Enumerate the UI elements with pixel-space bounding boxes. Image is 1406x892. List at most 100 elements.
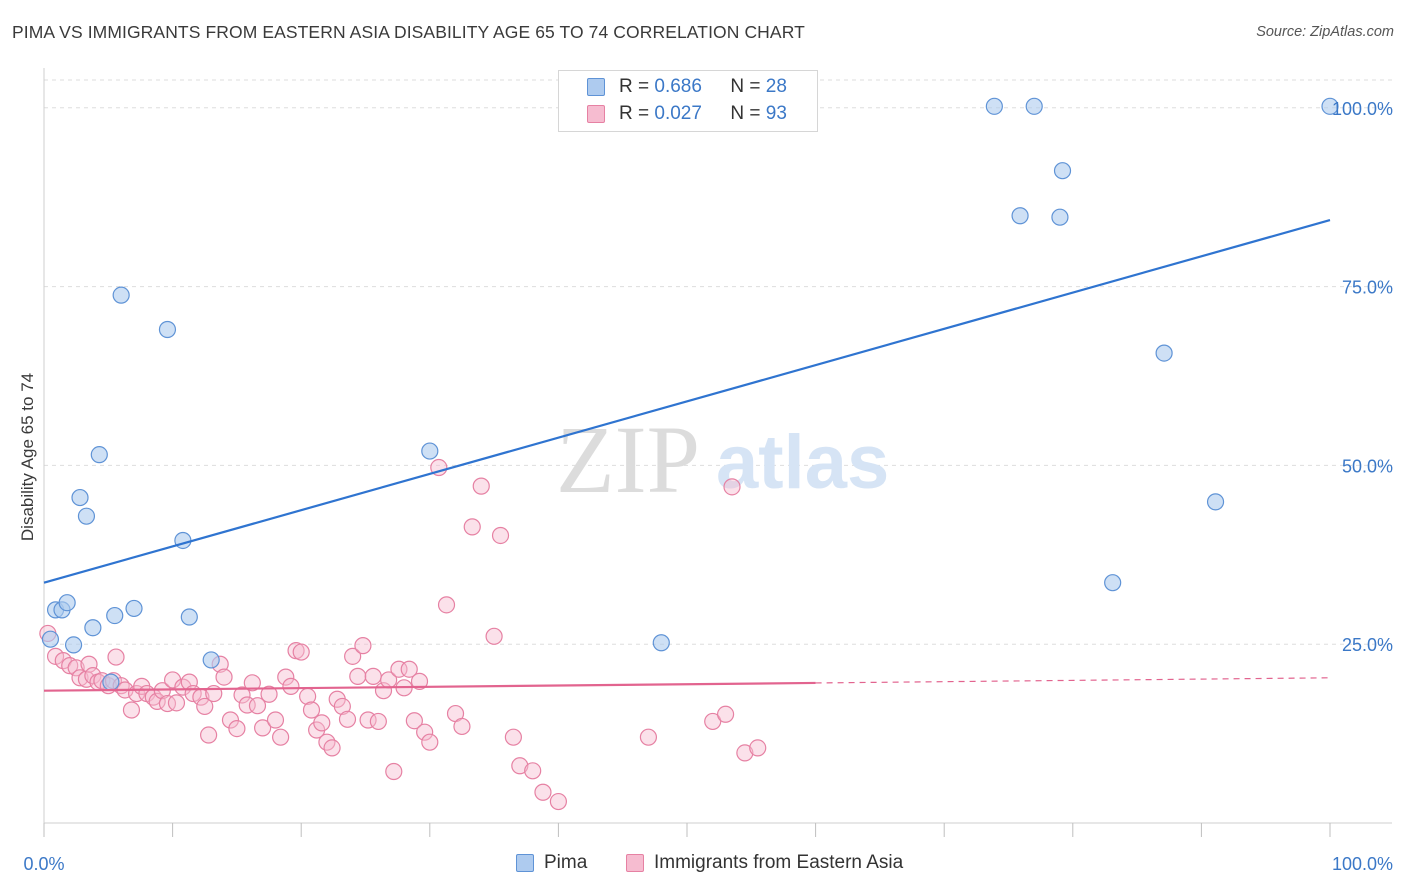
pima-point bbox=[64, 636, 83, 654]
imm-point bbox=[723, 478, 741, 496]
pima-point bbox=[202, 651, 220, 669]
pima-point bbox=[1104, 574, 1122, 592]
imm-point bbox=[749, 739, 767, 757]
imm-point bbox=[354, 637, 372, 655]
x-tick-label-max: 100.0% bbox=[1332, 854, 1393, 874]
pima-point bbox=[106, 606, 124, 625]
imm-n-value: 93 bbox=[765, 103, 787, 124]
pima-point bbox=[652, 634, 670, 652]
pima-point bbox=[1051, 208, 1069, 226]
axes bbox=[43, 68, 1392, 837]
imm-point bbox=[349, 667, 367, 685]
y-tick-label: 75.0% bbox=[1342, 278, 1393, 298]
imm-point bbox=[400, 660, 418, 678]
imm-point bbox=[405, 712, 423, 730]
imm-point bbox=[71, 669, 89, 687]
imm-point bbox=[254, 719, 272, 737]
imm-point bbox=[233, 686, 251, 704]
pima-point bbox=[1206, 493, 1225, 511]
imm-point bbox=[153, 682, 171, 700]
imm-point bbox=[292, 643, 310, 661]
pima-point bbox=[180, 608, 198, 626]
imm-point bbox=[369, 712, 387, 731]
imm-point bbox=[313, 714, 331, 732]
imm-point bbox=[704, 712, 722, 731]
pima-point bbox=[1155, 344, 1173, 362]
imm-point bbox=[107, 648, 125, 666]
pima-legend-label: Pima bbox=[544, 852, 588, 873]
imm-trend-line bbox=[43, 681, 816, 692]
imm-point bbox=[639, 728, 658, 746]
imm-point bbox=[416, 723, 434, 741]
imm-point bbox=[534, 783, 552, 801]
pima-point bbox=[1011, 207, 1029, 225]
pima-legend-swatch bbox=[516, 854, 534, 872]
watermark-zip: ZIP bbox=[556, 406, 700, 513]
pima-point bbox=[112, 286, 130, 304]
imm-n-label: N = bbox=[730, 103, 766, 124]
imm-point bbox=[215, 668, 233, 686]
imm-point bbox=[277, 668, 295, 686]
y-tick-label: 25.0% bbox=[1342, 635, 1393, 655]
imm-point bbox=[196, 697, 214, 716]
imm-point bbox=[200, 726, 218, 744]
pima-point bbox=[125, 599, 143, 618]
pima-swatch bbox=[587, 78, 605, 96]
pima-point bbox=[421, 442, 439, 460]
imm-legend-label: Immigrants from Eastern Asia bbox=[654, 852, 904, 873]
y-tick-label: 100.0% bbox=[1332, 99, 1393, 119]
watermark: ZIP atlas bbox=[556, 406, 889, 513]
imm-point bbox=[736, 744, 754, 762]
imm-point bbox=[463, 518, 481, 536]
imm-point bbox=[228, 719, 246, 738]
pima-point bbox=[41, 630, 60, 648]
pima-point bbox=[102, 673, 120, 691]
imm-point bbox=[410, 672, 429, 690]
imm-point bbox=[385, 762, 403, 781]
pima-point bbox=[1053, 162, 1072, 180]
imm-swatch bbox=[587, 105, 605, 123]
pima-points bbox=[41, 97, 1339, 691]
series-legend: Pima Immigrants from Eastern Asia bbox=[0, 852, 1406, 876]
pima-point bbox=[1025, 97, 1043, 115]
imm-point bbox=[221, 711, 240, 729]
watermark-atlas: atlas bbox=[716, 420, 889, 505]
imm-point bbox=[338, 710, 357, 728]
pima-point bbox=[58, 594, 76, 612]
imm-point bbox=[248, 697, 267, 715]
imm-point bbox=[524, 762, 542, 780]
pima-point bbox=[77, 507, 96, 525]
imm-point bbox=[122, 701, 141, 719]
imm-legend-swatch bbox=[626, 854, 644, 872]
legend-item-pima[interactable]: Pima bbox=[516, 852, 587, 874]
chart-title: PIMA VS IMMIGRANTS FROM EASTERN ASIA DIS… bbox=[12, 22, 805, 42]
imm-point bbox=[491, 526, 510, 545]
imm-point bbox=[437, 596, 456, 614]
imm-trend-extension bbox=[815, 677, 1331, 684]
imm-point bbox=[266, 711, 285, 729]
pima-n-label: N = bbox=[730, 76, 766, 97]
imm-point bbox=[485, 627, 503, 645]
imm-r-label: R = bbox=[619, 103, 655, 124]
imm-point bbox=[453, 717, 471, 736]
legend-row-pima: R = 0.686 N = 28 bbox=[587, 76, 787, 98]
y-tick-label: 50.0% bbox=[1342, 456, 1393, 476]
legend-row-imm: R = 0.027 N = 93 bbox=[587, 103, 787, 125]
grid-lines bbox=[44, 79, 1392, 645]
trend-lines bbox=[43, 218, 1331, 692]
imm-point bbox=[148, 692, 166, 711]
y-axis-label: Disability Age 65 to 74 bbox=[18, 373, 37, 541]
imm-point bbox=[282, 677, 300, 695]
legend-item-imm[interactable]: Immigrants from Eastern Asia bbox=[626, 852, 903, 874]
imm-point bbox=[243, 674, 261, 692]
pima-point bbox=[1321, 97, 1339, 115]
tick-labels: 25.0% 50.0% 75.0% 100.0% 0.0% 100.0% bbox=[23, 99, 1393, 874]
imm-point bbox=[504, 728, 522, 746]
imm-point bbox=[158, 694, 177, 713]
pima-r-value: 0.686 bbox=[654, 76, 702, 97]
imm-point bbox=[511, 757, 529, 775]
imm-point bbox=[302, 701, 321, 719]
imm-point bbox=[61, 657, 79, 675]
imm-point bbox=[364, 667, 382, 685]
